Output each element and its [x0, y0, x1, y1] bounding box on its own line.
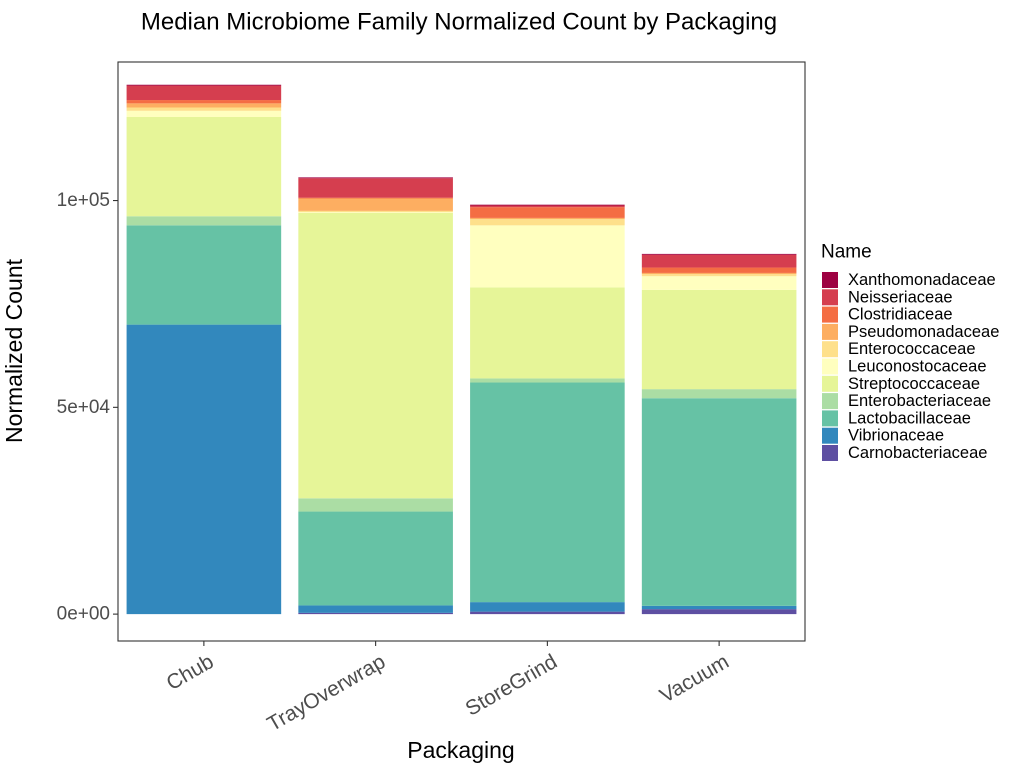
legend-title: Name [821, 242, 872, 263]
bar-segment [641, 267, 797, 273]
bar-segment [298, 212, 453, 499]
legend-key [822, 272, 838, 288]
bar-segment [641, 253, 797, 255]
bar-segment [298, 511, 453, 606]
bar-segment [126, 216, 282, 226]
legend-item: Xanthomonadaceae [822, 271, 996, 289]
bar-segment [641, 389, 797, 399]
legend-key [822, 393, 838, 410]
legend-key [822, 341, 838, 358]
x-tick-label: Chub [163, 650, 218, 695]
bar-segment [641, 289, 797, 390]
bar-segment [470, 205, 625, 208]
bar-segment [126, 225, 282, 325]
legend-label: Vibrionaceae [848, 427, 944, 445]
bars-layer [126, 84, 797, 615]
bar-segment [126, 100, 282, 104]
legend-key [822, 358, 838, 375]
legend-label: Neisseriaceae [848, 288, 953, 306]
bar-segment [641, 609, 797, 615]
bar-segment [126, 103, 282, 108]
legend-key [822, 323, 838, 340]
bar-segment [298, 612, 453, 615]
legend-label: Clostridiaceae [848, 306, 953, 324]
bar-segment [126, 117, 282, 217]
legend-item: Enterococcaceae [822, 340, 976, 358]
bar-segment [641, 254, 797, 268]
bar-segment [126, 324, 282, 615]
legend-label: Enterococcaceae [848, 340, 976, 358]
bar-segment [470, 225, 625, 288]
bar-segment [298, 177, 453, 179]
legend-key [822, 445, 838, 461]
y-axis-title: Normalized Count [1, 258, 27, 443]
y-tick-label: 0e+00 [57, 604, 110, 625]
bar-segment [641, 276, 797, 290]
bar-segment [126, 110, 282, 117]
bar-segment [298, 178, 453, 198]
bar-segment [298, 498, 453, 512]
x-tick-label: StoreGrind [462, 650, 561, 721]
panel-border [117, 61, 806, 642]
legend-item: Pseudomonadaceae [822, 323, 999, 341]
legend-key [822, 427, 838, 444]
bar-segment [298, 212, 453, 213]
bar-segment [470, 207, 625, 218]
legend-items: XanthomonadaceaeNeisseriaceaeClostridiac… [822, 271, 999, 462]
bar-segment [641, 398, 797, 606]
legend-item: Enterobacteriaceae [822, 392, 991, 410]
legend-item: Lactobacillaceae [822, 409, 971, 427]
bar-segment [298, 197, 453, 199]
legend-item: Streptococcaceae [822, 375, 980, 393]
legend-label: Enterobacteriaceae [848, 392, 991, 410]
chart-title: Median Microbiome Family Normalized Coun… [141, 9, 777, 36]
legend-label: Streptococcaceae [848, 375, 980, 393]
legend-label: Carnobacteriaceae [848, 444, 987, 462]
legend-item: Clostridiaceae [822, 306, 953, 324]
bar-segment [641, 274, 797, 277]
bar-segment [470, 219, 625, 226]
bar-segment [298, 605, 453, 613]
y-axis: 0e+00 5e+04 1e+05 [57, 190, 118, 625]
legend-key [822, 289, 838, 306]
x-axis: Chub TrayOverwrap StoreGrind Vacuum [163, 641, 733, 736]
legend-label: Pseudomonadaceae [848, 323, 999, 341]
bar-segment [641, 272, 797, 275]
legend-key [822, 306, 838, 323]
bar-segment [470, 378, 625, 383]
bar-segment [641, 605, 797, 610]
y-tick-label: 5e+04 [57, 397, 111, 418]
bar-segment [470, 287, 625, 379]
y-tick-label: 1e+05 [57, 190, 110, 211]
legend-label: Xanthomonadaceae [848, 271, 996, 289]
bar-segment [298, 198, 453, 211]
legend-item: Neisseriaceae [822, 288, 953, 306]
bar-segment [470, 204, 625, 206]
legend: Name XanthomonadaceaeNeisseriaceaeClostr… [821, 242, 999, 463]
x-tick-label: TrayOverwrap [263, 650, 389, 736]
legend-label: Leuconostocaceae [848, 358, 987, 376]
legend-item: Carnobacteriaceae [822, 444, 987, 462]
legend-key [822, 375, 838, 392]
x-axis-title: Packaging [407, 737, 514, 763]
legend-key [822, 410, 838, 427]
bar-segment [470, 602, 625, 612]
bar-segment [126, 84, 282, 86]
bar-segment [126, 85, 282, 101]
bar-segment [298, 210, 453, 213]
x-tick-label: Vacuum [656, 650, 733, 708]
bar-segment [470, 611, 625, 615]
legend-item: Vibrionaceae [822, 427, 944, 445]
bar-segment [470, 382, 625, 603]
bar-segment [470, 217, 625, 220]
bar-segment [126, 107, 282, 111]
legend-label: Lactobacillaceae [848, 409, 971, 427]
legend-item: Leuconostocaceae [822, 358, 987, 376]
